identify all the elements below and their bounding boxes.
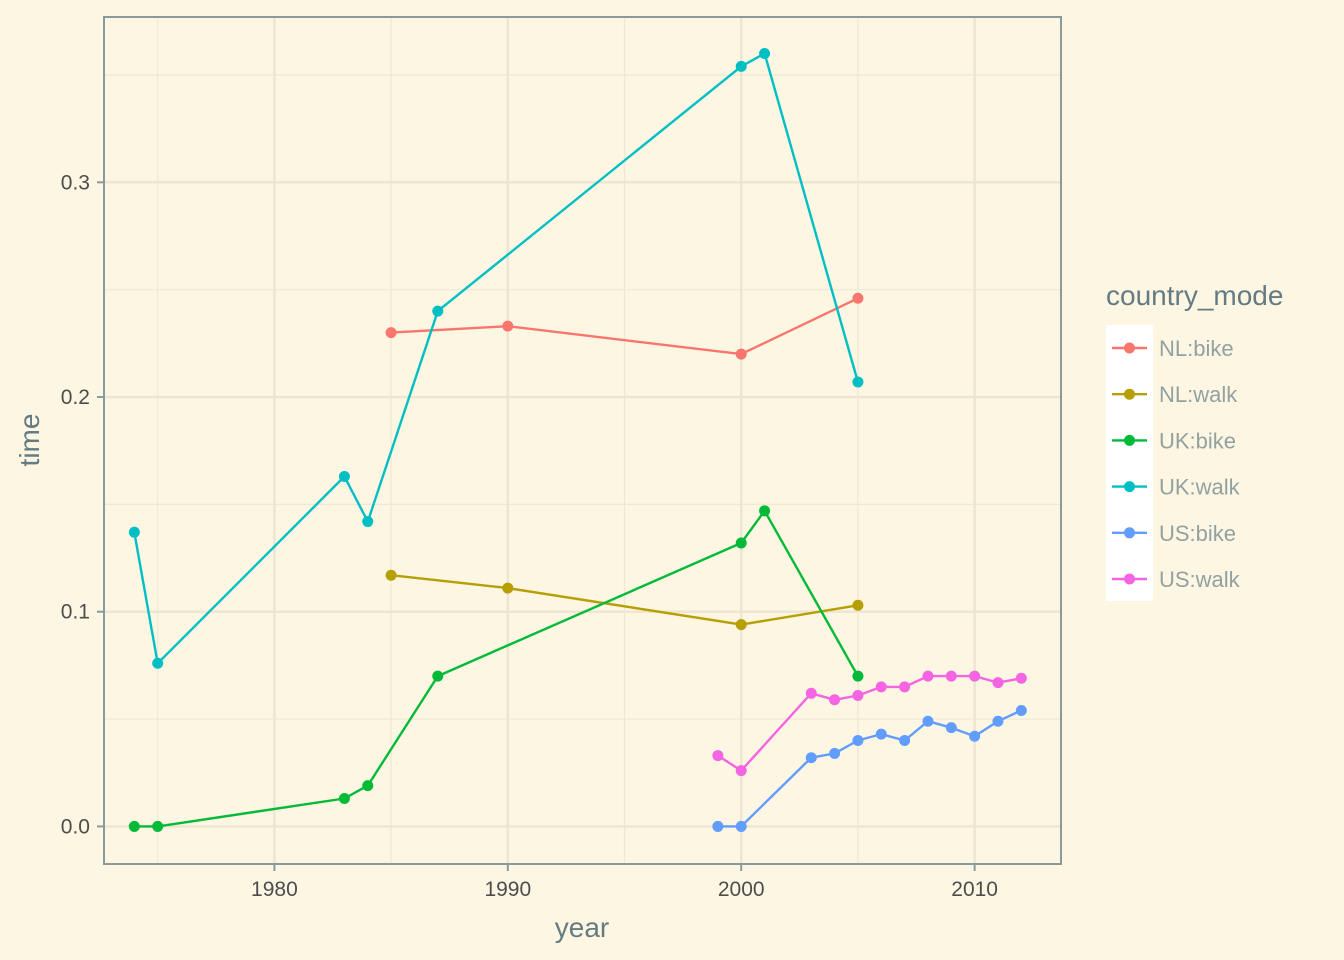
legend-key-point bbox=[1124, 434, 1135, 446]
data-point-us-bike bbox=[945, 722, 957, 734]
legend-key-point bbox=[1124, 573, 1135, 585]
legend-item-nl-bike: NL:bike bbox=[1112, 336, 1234, 361]
panel-border bbox=[103, 16, 1062, 865]
data-point-uk-walk bbox=[432, 305, 444, 317]
data-point-uk-bike bbox=[735, 537, 747, 549]
data-point-us-walk bbox=[852, 689, 864, 701]
data-point-uk-walk bbox=[852, 376, 864, 388]
data-point-uk-walk bbox=[362, 516, 374, 528]
data-point-us-walk bbox=[992, 677, 1004, 689]
data-point-us-walk bbox=[1015, 672, 1027, 684]
data-point-us-walk bbox=[735, 765, 747, 777]
data-point-us-bike bbox=[969, 730, 981, 742]
legend-title: country_mode bbox=[1106, 280, 1283, 311]
legend-label: US:walk bbox=[1159, 567, 1241, 592]
legend-label: NL:bike bbox=[1159, 336, 1234, 361]
legend-item-us-bike: US:bike bbox=[1112, 521, 1236, 546]
series-points bbox=[128, 47, 1027, 832]
legend-item-uk-walk: UK:walk bbox=[1112, 475, 1241, 500]
legend-key-background bbox=[1106, 325, 1153, 601]
data-point-nl-bike bbox=[735, 348, 747, 360]
data-point-uk-walk bbox=[128, 526, 140, 538]
data-point-us-bike bbox=[992, 715, 1004, 727]
y-tick-label: 0.2 bbox=[61, 386, 90, 409]
data-point-us-walk bbox=[922, 670, 934, 682]
data-point-uk-walk bbox=[759, 47, 771, 59]
x-axis-title: year bbox=[555, 912, 609, 943]
data-point-nl-walk bbox=[852, 599, 864, 611]
data-point-us-walk bbox=[829, 694, 841, 706]
x-tick-label: 1990 bbox=[484, 878, 531, 901]
legend-label: US:bike bbox=[1159, 521, 1236, 546]
data-point-uk-walk bbox=[338, 470, 350, 482]
series-line-nl-walk bbox=[390, 574, 859, 626]
grid-minor bbox=[104, 17, 1061, 864]
data-point-us-walk bbox=[899, 681, 911, 693]
x-axis-ticks: 1980 1990 2000 2010 bbox=[251, 864, 998, 901]
data-point-uk-bike bbox=[152, 820, 164, 832]
data-point-uk-bike bbox=[338, 793, 350, 805]
series-line-nl-bike bbox=[391, 297, 859, 356]
data-point-nl-walk bbox=[385, 569, 397, 581]
legend-label: NL:walk bbox=[1159, 382, 1238, 407]
data-point-us-walk bbox=[805, 687, 817, 699]
data-point-uk-walk bbox=[152, 657, 164, 669]
data-point-us-bike bbox=[829, 747, 841, 759]
legend-label: UK:bike bbox=[1159, 428, 1236, 453]
data-point-nl-bike bbox=[502, 320, 514, 332]
legend-key-point bbox=[1124, 342, 1135, 354]
legend-item-uk-bike: UK:bike bbox=[1112, 428, 1236, 453]
data-point-uk-bike bbox=[759, 505, 771, 517]
data-point-us-bike bbox=[805, 752, 817, 764]
y-tick-label: 0.0 bbox=[61, 815, 90, 838]
data-point-uk-bike bbox=[432, 670, 444, 682]
legend-item-us-walk: US:walk bbox=[1112, 567, 1241, 592]
data-point-nl-bike bbox=[852, 292, 864, 304]
y-axis-ticks: 0.0 0.1 0.2 0.3 bbox=[61, 171, 104, 838]
data-point-us-bike bbox=[852, 735, 864, 747]
y-tick-label: 0.1 bbox=[61, 601, 90, 624]
data-point-us-bike bbox=[1015, 704, 1027, 716]
data-point-us-walk bbox=[712, 750, 724, 762]
series-line-uk-bike bbox=[134, 509, 859, 828]
y-tick-label: 0.3 bbox=[61, 171, 90, 194]
data-point-us-bike bbox=[922, 715, 934, 727]
data-point-us-walk bbox=[945, 670, 957, 682]
data-point-nl-walk bbox=[502, 582, 514, 594]
legend-key-point bbox=[1124, 388, 1135, 400]
data-point-nl-bike bbox=[385, 327, 397, 339]
data-point-us-bike bbox=[875, 728, 887, 740]
data-point-us-bike bbox=[735, 820, 747, 832]
panel-background bbox=[104, 17, 1061, 864]
legend-key-point bbox=[1124, 527, 1135, 539]
data-point-uk-bike bbox=[362, 780, 374, 792]
data-point-nl-walk bbox=[735, 619, 747, 631]
x-tick-label: 2010 bbox=[951, 878, 998, 901]
data-point-us-walk bbox=[969, 670, 981, 682]
y-axis-title: time bbox=[14, 414, 45, 467]
legend-items: NL:bike NL:walk UK:bike UK:walk US:bike US:wa… bbox=[1112, 336, 1241, 592]
data-point-us-walk bbox=[875, 681, 887, 693]
data-point-us-bike bbox=[712, 820, 724, 832]
legend-key-point bbox=[1124, 481, 1135, 493]
legend-label: UK:walk bbox=[1159, 475, 1241, 500]
x-tick-label: 1980 bbox=[251, 878, 298, 901]
data-point-uk-bike bbox=[128, 820, 140, 832]
legend: country_mode NL:bike NL:walk UK:bike UK:wal… bbox=[1106, 280, 1283, 601]
legend-item-nl-walk: NL:walk bbox=[1112, 382, 1238, 407]
x-tick-label: 2000 bbox=[718, 878, 765, 901]
data-point-uk-bike bbox=[852, 670, 864, 682]
data-point-uk-walk bbox=[735, 60, 747, 72]
data-point-us-bike bbox=[899, 735, 911, 747]
